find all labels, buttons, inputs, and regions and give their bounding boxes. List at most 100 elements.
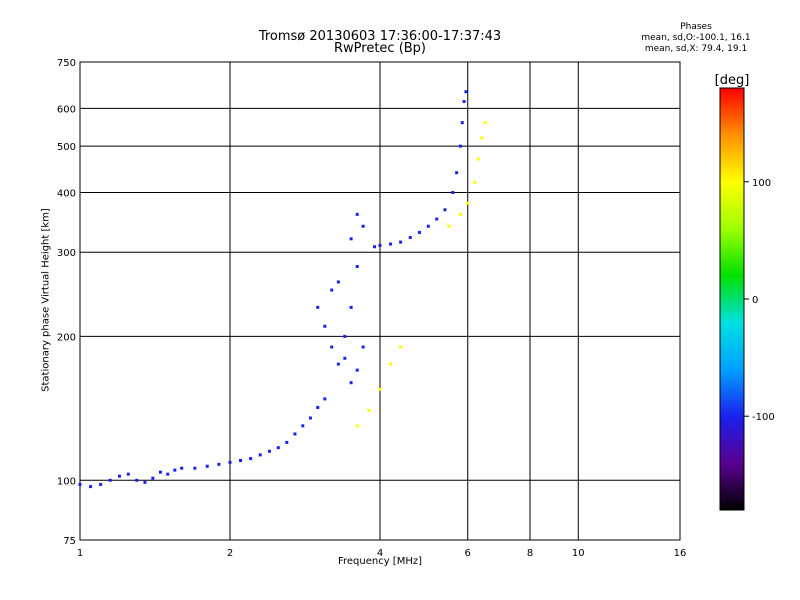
data-point xyxy=(389,362,393,366)
data-point xyxy=(323,324,327,328)
x-tick-label: 10 xyxy=(572,548,585,559)
data-point xyxy=(462,100,466,104)
data-point xyxy=(466,201,470,205)
data-point xyxy=(343,356,347,360)
data-point xyxy=(408,236,412,240)
phases-stats-header: Phases xyxy=(680,22,712,32)
y-tick-label: 300 xyxy=(57,248,76,259)
data-point xyxy=(355,212,359,216)
data-point xyxy=(316,405,320,409)
data-point xyxy=(285,440,289,444)
data-point xyxy=(349,237,353,241)
data-point xyxy=(361,224,365,228)
data-point xyxy=(355,424,359,428)
x-tick-label: 16 xyxy=(674,548,687,559)
x-tick-label: 8 xyxy=(527,548,533,559)
data-point xyxy=(367,408,371,412)
data-point xyxy=(458,212,462,216)
data-point xyxy=(308,416,312,420)
data-point xyxy=(228,460,232,464)
colorbar: [deg] 100 0 -100 xyxy=(715,73,775,511)
data-point xyxy=(89,485,93,489)
data-point xyxy=(180,466,184,470)
data-point xyxy=(447,224,451,228)
chart-subtitle: RwPretec (Bp) xyxy=(333,41,427,56)
data-point xyxy=(389,242,393,246)
data-point xyxy=(480,136,484,140)
colorbar-tick-label: -100 xyxy=(752,412,775,423)
data-point xyxy=(151,476,155,480)
data-point xyxy=(455,171,459,175)
data-point xyxy=(323,397,327,401)
data-point xyxy=(464,90,468,94)
colorbar-gradient xyxy=(720,88,744,510)
data-point xyxy=(158,470,162,474)
data-point xyxy=(417,230,421,234)
data-point xyxy=(435,217,439,221)
y-tick-label: 750 xyxy=(57,58,76,69)
chart-title: Tromsø 20130603 17:36:00-17:37:43 xyxy=(258,29,502,44)
data-point xyxy=(117,474,121,478)
data-point xyxy=(473,180,477,184)
data-point xyxy=(205,464,209,468)
phases-stats-o: mean, sd,O:-100.1, 16.1 xyxy=(641,33,751,43)
data-point xyxy=(458,144,462,148)
data-point xyxy=(361,345,365,349)
data-point xyxy=(378,387,382,391)
data-point xyxy=(399,345,403,349)
data-point xyxy=(483,121,487,125)
data-point xyxy=(276,446,280,450)
data-point xyxy=(267,449,271,453)
grid-lines xyxy=(79,61,681,541)
y-tick-label: 500 xyxy=(57,142,76,153)
data-point xyxy=(330,345,334,349)
x-tick-label: 4 xyxy=(377,548,383,559)
colorbar-tick-label: 0 xyxy=(752,295,758,306)
data-point xyxy=(460,121,464,125)
data-point xyxy=(476,157,480,161)
data-point xyxy=(239,458,243,462)
y-tick-label: 400 xyxy=(57,188,76,199)
data-point xyxy=(173,468,177,472)
data-point xyxy=(316,305,320,309)
y-tick-label: 75 xyxy=(63,536,76,547)
data-point xyxy=(355,368,359,372)
data-point xyxy=(349,305,353,309)
data-point xyxy=(355,265,359,269)
data-point xyxy=(217,462,221,466)
x-axis-label: Frequency [MHz] xyxy=(337,556,423,567)
data-point xyxy=(126,472,130,476)
y-tick-label: 600 xyxy=(57,104,76,115)
data-point xyxy=(349,381,353,385)
data-point xyxy=(301,424,305,428)
data-point xyxy=(78,482,82,486)
data-points xyxy=(78,90,487,489)
y-tick-label: 200 xyxy=(57,332,76,343)
axis-ticks: 1 2 4 6 8 10 16 75 100 200 300 400 500 600 750 xyxy=(57,58,686,559)
data-point xyxy=(258,453,262,457)
data-point xyxy=(399,240,403,244)
data-point xyxy=(135,478,139,482)
data-point xyxy=(193,466,197,470)
x-tick-label: 2 xyxy=(227,548,233,559)
data-point xyxy=(378,243,382,247)
data-point xyxy=(343,334,347,338)
data-point xyxy=(143,480,147,484)
y-tick-label: 100 xyxy=(57,476,76,487)
data-point xyxy=(336,362,340,366)
data-point xyxy=(330,288,334,292)
data-point xyxy=(249,457,253,461)
data-point xyxy=(373,245,377,249)
data-point xyxy=(99,482,103,486)
data-point xyxy=(451,190,455,194)
data-point xyxy=(336,280,340,284)
data-point xyxy=(166,472,170,476)
colorbar-label: [deg] xyxy=(715,73,750,88)
x-tick-label: 1 xyxy=(77,548,83,559)
colorbar-tick-label: 100 xyxy=(752,178,771,189)
data-point xyxy=(293,432,297,436)
data-point xyxy=(426,224,430,228)
data-point xyxy=(108,478,112,482)
